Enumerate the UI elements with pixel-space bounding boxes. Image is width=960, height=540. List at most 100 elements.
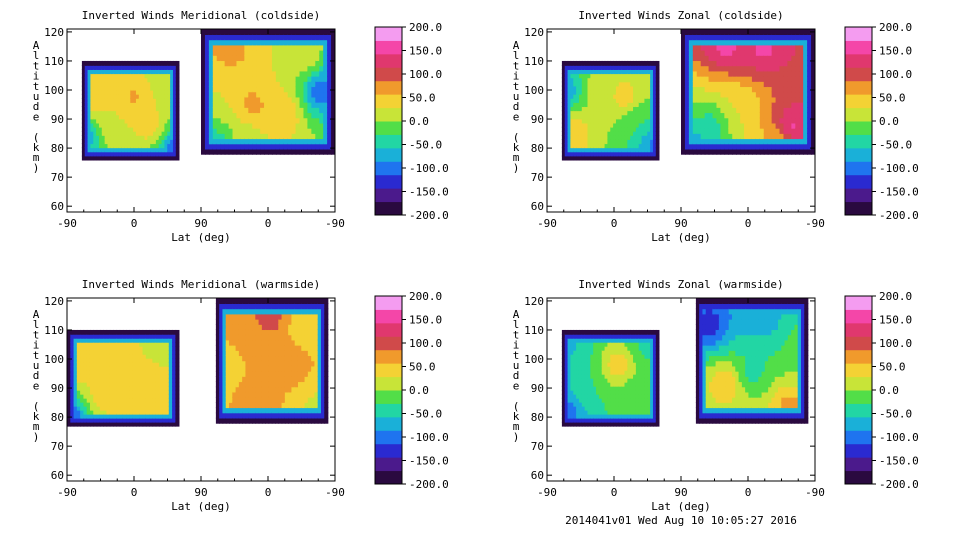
field-cell: [775, 75, 781, 82]
field-cell: [287, 148, 293, 155]
field-cell: [201, 34, 206, 41]
field-cell: [265, 350, 270, 357]
field-cell: [142, 421, 147, 427]
field-cell: [168, 417, 173, 423]
field-cell: [242, 350, 247, 357]
field-cell: [133, 97, 137, 103]
field-cell: [96, 381, 101, 387]
field-cell: [283, 112, 289, 119]
field-cell: [627, 93, 632, 99]
field-cell: [161, 139, 166, 145]
field-cell: [633, 102, 637, 108]
field-cell: [618, 65, 623, 70]
field-cell: [704, 143, 710, 150]
field-cell: [101, 126, 106, 132]
field-cell: [116, 106, 120, 112]
colorbar-tick-label: 0.0: [409, 115, 429, 128]
field-cell: [284, 360, 289, 367]
field-cell: [121, 81, 126, 87]
field-cell: [264, 96, 269, 103]
field-cell: [81, 135, 86, 140]
field-cell: [596, 102, 600, 108]
field-cell: [331, 65, 335, 72]
field-cell: [615, 97, 620, 103]
field-cell: [219, 339, 224, 346]
field-cell: [236, 122, 242, 129]
field-cell: [704, 55, 710, 62]
field-cell: [130, 139, 134, 145]
chart-panel-3: Inverted Winds Meridional (warmside)6070…: [33, 278, 449, 513]
field-cell: [109, 377, 114, 383]
field-cell: [593, 89, 597, 95]
field-cell: [279, 101, 285, 108]
field-cell: [80, 385, 85, 391]
field-cell: [87, 69, 92, 75]
field-cell: [252, 55, 257, 62]
field-cell: [84, 122, 89, 128]
field-cell: [635, 77, 640, 83]
field-cell: [224, 112, 230, 119]
field-cell: [252, 133, 257, 140]
field-cell: [644, 97, 649, 103]
field-cell: [142, 413, 147, 419]
field-cell: [130, 110, 134, 116]
field-cell: [165, 345, 170, 351]
field-cell: [601, 118, 606, 124]
field-cell: [740, 44, 745, 51]
field-cell: [201, 29, 206, 36]
field-cell: [103, 361, 108, 367]
field-cell: [76, 337, 81, 343]
field-cell: [590, 69, 594, 75]
field-cell: [256, 117, 261, 124]
field-cell: [779, 34, 785, 41]
field-cell: [235, 412, 240, 419]
x-tick-label: 0: [131, 217, 138, 230]
field-cell: [311, 417, 316, 424]
field-cell: [248, 407, 253, 414]
field-cell: [164, 118, 169, 124]
field-cell: [130, 126, 134, 132]
field-cell: [803, 86, 808, 93]
field-cell: [720, 75, 726, 82]
field-cell: [135, 413, 141, 419]
field-cell: [315, 65, 321, 72]
field-cell: [89, 365, 95, 371]
field-cell: [716, 60, 722, 67]
field-cell: [650, 97, 654, 103]
field-cell: [692, 127, 698, 134]
field-cell: [236, 101, 242, 108]
field-cell: [144, 147, 149, 153]
field-cell: [175, 389, 180, 395]
field-cell: [279, 112, 285, 119]
field-cell: [633, 151, 637, 157]
field-cell: [596, 114, 600, 120]
field-cell: [90, 118, 95, 124]
field-cell: [576, 97, 580, 103]
field-cell: [278, 391, 283, 398]
field-cell: [81, 147, 86, 153]
field-cell: [288, 334, 293, 341]
field-cell: [153, 89, 157, 95]
field-cell: [304, 381, 309, 388]
field-cell: [327, 44, 332, 51]
field-cell: [113, 135, 117, 140]
field-cell: [258, 386, 263, 393]
field-cell: [222, 370, 227, 377]
field-cell: [127, 106, 132, 112]
field-cell: [787, 143, 793, 150]
field-cell: [130, 65, 134, 70]
field-cell: [236, 112, 242, 119]
field-cell: [795, 86, 801, 93]
field-cell: [271, 360, 276, 367]
field-cell: [287, 127, 293, 134]
field-cell: [732, 65, 737, 72]
field-cell: [98, 102, 103, 108]
field-cell: [275, 70, 281, 77]
field-cell: [106, 361, 111, 367]
field-cell: [116, 361, 121, 367]
field-cell: [110, 114, 114, 120]
field-cell: [763, 133, 769, 140]
field-cell: [767, 70, 773, 77]
field-cell: [256, 112, 261, 119]
field-cell: [771, 65, 777, 72]
